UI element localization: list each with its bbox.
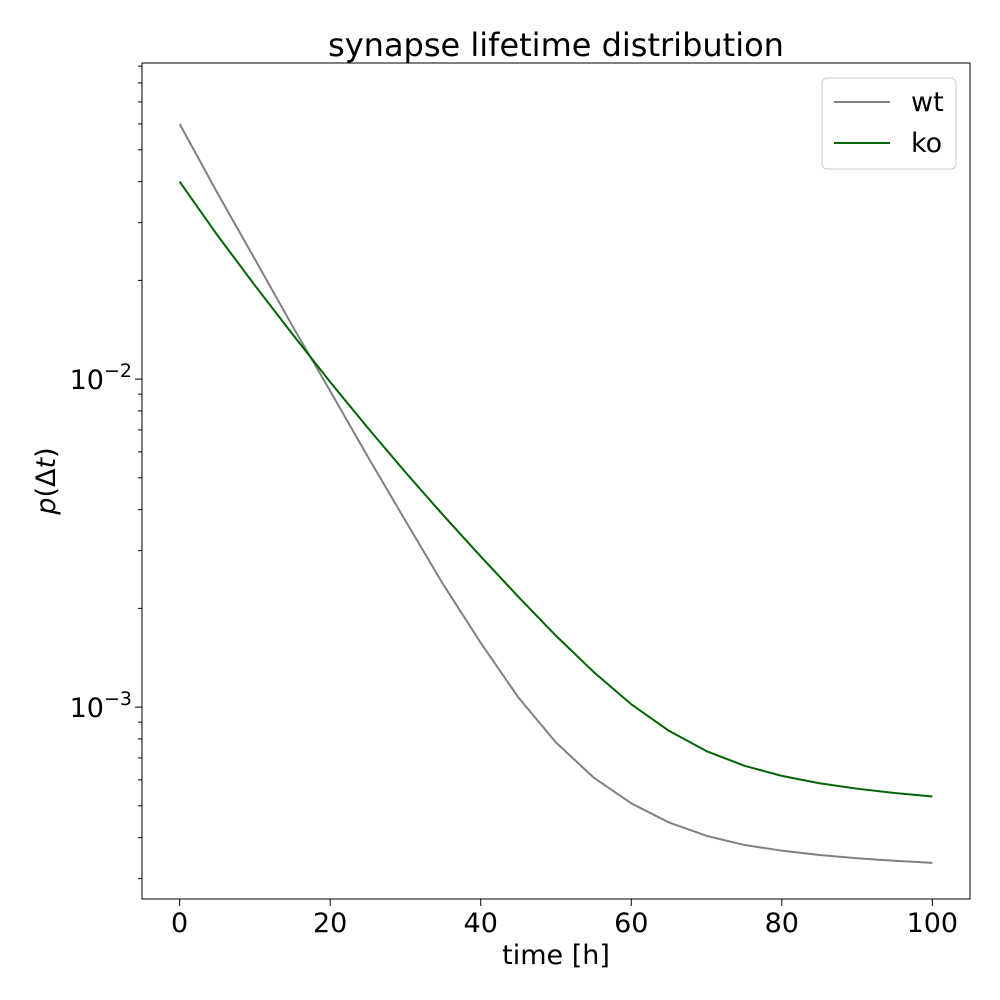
x-tick-label: 60 <box>614 908 648 939</box>
legend-label-ko: ko <box>911 128 942 159</box>
plot-frame <box>141 62 971 900</box>
y-minor-ticks <box>138 65 142 880</box>
y-tick-label: 10−2 <box>70 360 132 396</box>
x-tick-label: 80 <box>765 908 799 939</box>
legend-label-wt: wt <box>911 87 944 118</box>
y-axis-label-p: p <box>31 498 62 516</box>
x-tick-label: 40 <box>464 908 498 939</box>
y-axis-label-t: t <box>31 456 62 468</box>
x-axis-ticks: 0 20 40 60 80 100 <box>171 899 958 939</box>
y-axis-label-delta: (Δ <box>31 468 62 498</box>
x-tick-label: 100 <box>907 908 959 939</box>
legend: wt ko <box>821 77 957 170</box>
series-line-wt <box>178 123 933 864</box>
series-line-ko <box>178 181 933 798</box>
x-tick-label: 20 <box>313 908 347 939</box>
legend-box <box>821 77 957 170</box>
x-tick-label: 0 <box>171 908 188 939</box>
y-axis-label: p(Δt) <box>31 447 62 515</box>
x-axis-label: time [h] <box>502 940 610 971</box>
y-axis-ticks: 10−2 10−3 <box>70 360 142 724</box>
plot-lines <box>178 123 933 864</box>
y-tick-label: 10−3 <box>70 688 132 724</box>
chart-title: synapse lifetime distribution <box>328 26 784 64</box>
y-axis-label-close: ) <box>31 447 62 458</box>
